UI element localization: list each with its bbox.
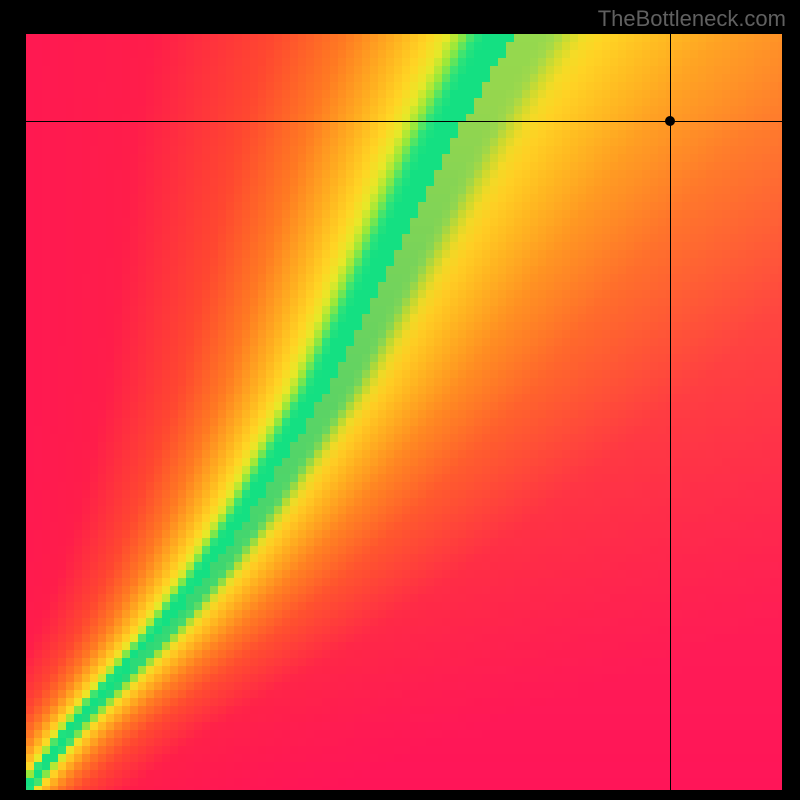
watermark-text: TheBottleneck.com [598,6,786,32]
bottleneck-heatmap [0,0,800,800]
crosshair-vertical [670,34,671,790]
selection-marker [665,116,675,126]
